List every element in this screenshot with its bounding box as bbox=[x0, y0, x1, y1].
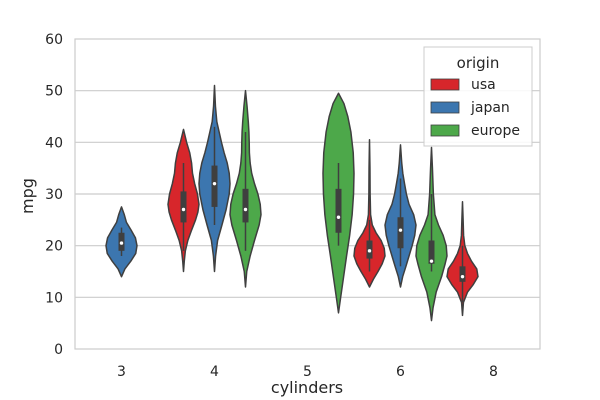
violin-europe-5 bbox=[322, 92, 355, 314]
x-tick-label: 3 bbox=[117, 364, 126, 380]
violin-median-point bbox=[367, 249, 372, 253]
x-axis-label: cylinders bbox=[271, 378, 343, 397]
violin-europe-6 bbox=[415, 146, 448, 322]
violin-japan-4 bbox=[198, 84, 231, 273]
legend-swatch bbox=[430, 78, 460, 91]
violin-iqr-box bbox=[428, 240, 435, 264]
violin-median-point bbox=[336, 215, 341, 219]
y-tick-label: 0 bbox=[54, 342, 63, 358]
y-tick-label: 20 bbox=[45, 239, 63, 255]
y-tick-label: 30 bbox=[45, 187, 63, 203]
legend-item-japan: japan bbox=[430, 100, 510, 116]
violin-europe-4 bbox=[229, 89, 262, 288]
violin-iqr-box bbox=[459, 266, 466, 282]
legend-swatch bbox=[430, 101, 460, 114]
y-axis-label: mpg bbox=[18, 178, 37, 214]
violin-median-point bbox=[243, 207, 248, 212]
legend-label: europe bbox=[471, 123, 520, 139]
violin-median-point bbox=[398, 228, 403, 232]
violin-usa-4 bbox=[167, 128, 200, 273]
violin-usa-8 bbox=[446, 201, 479, 317]
x-tick-labels: 3 4 5 6 8 bbox=[117, 364, 498, 380]
legend: origin usa japan europe bbox=[423, 46, 533, 147]
legend-items: usa japan europe bbox=[430, 77, 520, 139]
violin-iqr-box bbox=[335, 188, 342, 233]
violin-median-point bbox=[212, 181, 217, 186]
violins bbox=[105, 84, 479, 322]
x-tick-label: 4 bbox=[210, 364, 219, 380]
legend-item-europe: europe bbox=[430, 123, 520, 139]
violin-iqr-box bbox=[242, 188, 249, 223]
violin-median-point bbox=[119, 241, 124, 245]
legend-swatch bbox=[430, 124, 460, 137]
legend-item-usa: usa bbox=[430, 77, 496, 93]
violin-japan-6 bbox=[384, 144, 417, 288]
violin-usa-6 bbox=[353, 139, 386, 288]
violin-iqr-box bbox=[397, 217, 404, 249]
violin-iqr-box bbox=[180, 191, 187, 223]
legend-title: origin bbox=[457, 54, 500, 72]
violin-median-point bbox=[181, 207, 186, 212]
violin-median-point bbox=[460, 274, 465, 279]
legend-label: japan bbox=[470, 100, 510, 116]
violin-body bbox=[353, 139, 386, 288]
y-tick-label: 60 bbox=[45, 32, 63, 48]
x-tick-label: 6 bbox=[396, 364, 405, 380]
y-tick-label: 50 bbox=[45, 84, 63, 100]
x-tick-label: 8 bbox=[489, 364, 498, 380]
legend-label: usa bbox=[471, 77, 496, 93]
violin-iqr-box bbox=[211, 165, 218, 207]
violin-median-point bbox=[429, 259, 434, 263]
violin-japan-3 bbox=[105, 206, 138, 278]
x-tick-label: 5 bbox=[303, 364, 312, 380]
y-tick-label: 40 bbox=[45, 135, 63, 151]
y-tick-label: 10 bbox=[45, 290, 63, 306]
y-tick-labels: 0 10 20 30 40 50 60 bbox=[45, 32, 63, 358]
